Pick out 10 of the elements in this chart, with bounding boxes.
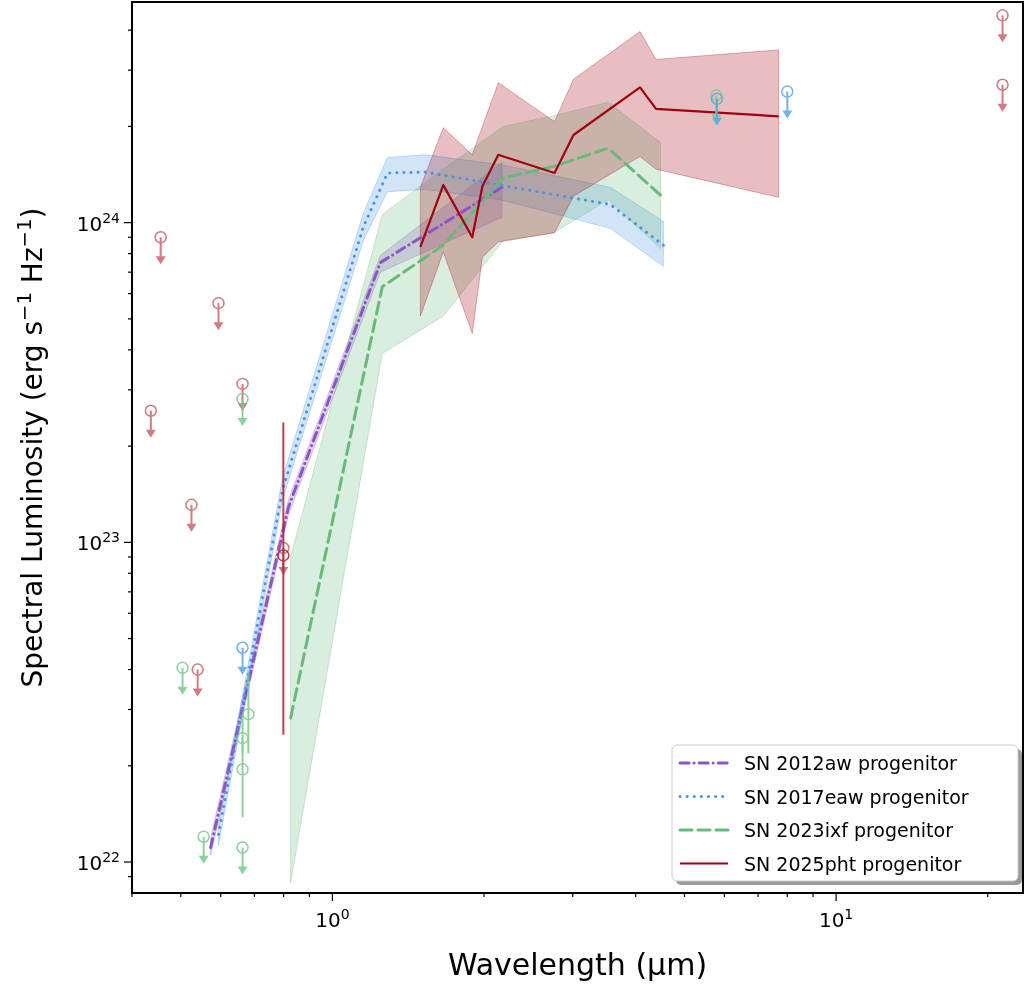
x-tick-label: 10$^{0}$ bbox=[315, 906, 350, 932]
legend-label: SN 2023ixf progenitor bbox=[744, 819, 954, 841]
y-tick-label: 10$^{23}$ bbox=[76, 529, 120, 556]
y-tick-label: 10$^{24}$ bbox=[76, 209, 121, 236]
x-axis-title: Wavelength (μm) bbox=[447, 947, 708, 982]
legend-label: SN 2025pht progenitor bbox=[744, 852, 962, 875]
x-tick-label: 10$^{1}$ bbox=[818, 906, 854, 932]
y-tick-label: 10$^{22}$ bbox=[76, 849, 120, 876]
legend-label: SN 2017eaw progenitor bbox=[744, 785, 969, 808]
legend-label: SN 2012aw progenitor bbox=[744, 752, 958, 774]
